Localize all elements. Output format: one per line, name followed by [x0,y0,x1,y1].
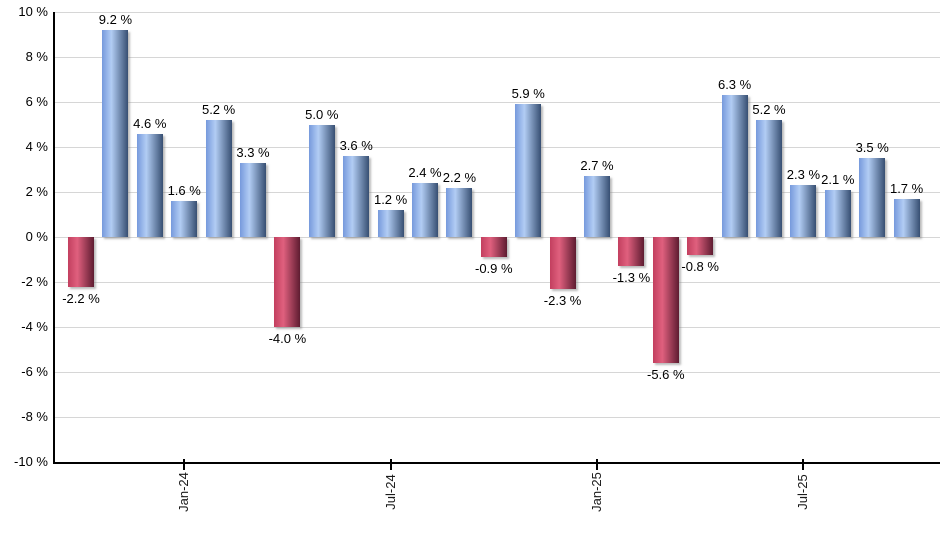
bar[interactable] [721,95,748,237]
y-tick-label: 4 % [25,139,48,154]
bar[interactable] [377,210,404,237]
bar[interactable] [756,120,782,237]
x-tick-label: Jul-24 [382,474,398,510]
bar[interactable] [102,30,129,237]
bar[interactable] [308,124,335,237]
y-tick-label: -6 % [21,364,48,379]
gridline [55,12,940,13]
bar-value-label: 3.3 % [236,144,270,160]
bar-value-label: 2.2 % [442,169,477,185]
bar-value-label: 1.2 % [373,192,408,207]
x-axis-tick [596,459,598,470]
bar[interactable] [859,158,886,237]
bar-value-label: 1.7 % [889,180,924,196]
bar-value-label: 1.6 % [167,183,201,198]
bar-value-label: 5.2 % [752,102,786,117]
bar-value-label: 2.4 % [408,165,442,180]
y-axis-line [53,12,55,464]
y-tick-label: 8 % [25,49,48,64]
gridline [55,102,940,103]
bar[interactable] [480,237,507,258]
bar-value-label: 2.1 % [821,171,855,187]
bar[interactable] [68,237,94,287]
bar-value-label: 3.5 % [855,140,889,156]
bar[interactable] [618,237,645,267]
bar[interactable] [515,104,542,237]
y-tick-label: -8 % [21,409,48,424]
bar-value-label: 4.6 % [133,115,167,131]
bar[interactable] [824,189,851,237]
bar-value-label: -0.8 % [681,259,719,274]
bar-value-label: 5.2 % [201,102,236,117]
bar-value-label: 5.0 % [305,106,339,122]
gridline [55,192,940,193]
bar[interactable] [171,201,198,237]
bar[interactable] [240,162,266,237]
gridline [55,327,940,328]
bar[interactable] [790,185,817,237]
x-tick-label: Jan-24 [176,472,192,512]
x-tick-label: Jul-25 [795,474,811,510]
bar-value-label: 3.6 % [339,138,373,153]
x-axis-line [53,462,940,464]
bar-value-label: -2.3 % [543,292,582,308]
y-tick-label: -10 % [14,454,48,469]
x-axis-tick [802,459,805,470]
y-tick-label: 6 % [25,94,48,109]
y-tick-label: 10 % [18,4,48,19]
bar-value-label: 2.7 % [580,158,614,174]
gridline [55,417,940,418]
y-tick-label: 0 % [25,229,48,244]
bar-value-label: -2.2 % [62,290,100,306]
x-tick-label: Jan-25 [589,472,604,512]
gridline [55,282,940,283]
x-axis-tick [389,459,392,470]
bar-value-label: 5.9 % [511,86,545,102]
bar[interactable] [687,237,714,255]
bar[interactable] [274,237,301,327]
bar-value-label: -5.6 % [647,367,685,382]
bar[interactable] [652,237,679,363]
bar-value-label: 9.2 % [98,12,133,27]
bar[interactable] [343,156,370,237]
y-tick-label: -4 % [21,319,48,334]
bar[interactable] [584,176,610,237]
bar-value-label: -0.9 % [475,261,513,277]
gridline [55,57,940,58]
bar-value-label: -4.0 % [268,331,307,346]
gridline [55,147,940,148]
bar[interactable] [893,198,920,237]
bar[interactable] [136,133,163,237]
gridline [55,372,940,373]
bar[interactable] [412,183,438,237]
y-tick-label: -2 % [21,274,48,289]
x-axis-tick [183,459,186,470]
bar[interactable] [446,187,473,237]
bar-value-label: 2.3 % [786,167,821,183]
bar[interactable] [205,120,232,237]
bar-value-label: 6.3 % [717,77,752,93]
bar-value-label: -1.3 % [612,270,651,286]
y-tick-label: 2 % [25,184,48,199]
bar[interactable] [549,237,576,289]
